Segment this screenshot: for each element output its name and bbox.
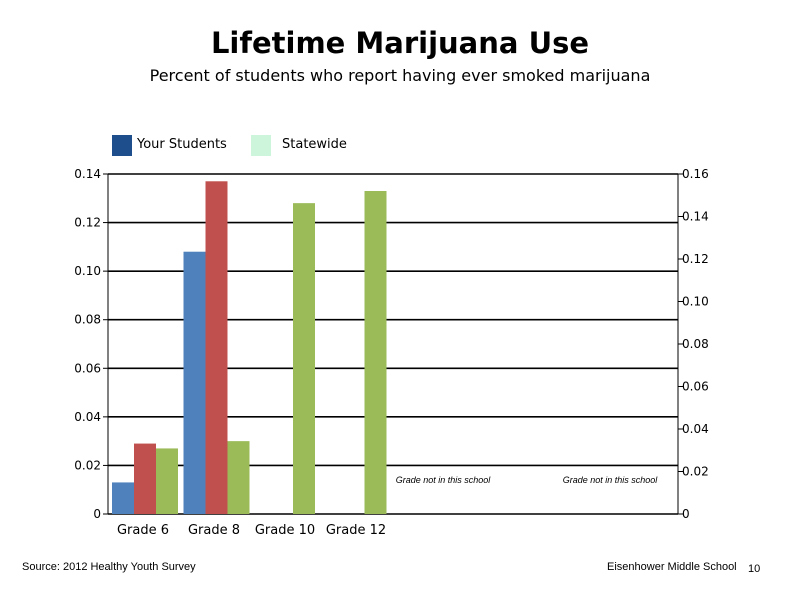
y2-tick-label: 0.12 [682,252,709,266]
y-tick-label: 0.06 [74,361,101,375]
bar [227,441,250,514]
chart-title: Lifetime Marijuana Use [210,26,590,60]
y-tick-label: 0.14 [74,167,101,181]
y2-tick-label: 0.10 [682,295,709,309]
legend-label-statewide: Statewide [282,137,347,152]
x-tick-label: Grade 10 [255,523,315,538]
bar [293,203,315,514]
y-tick-label: 0.04 [74,410,101,424]
page-number: 10 [748,563,761,575]
y2-tick-label: 0 [682,507,690,521]
x-tick-label: Grade 8 [188,523,240,538]
x-tick-label: Grade 12 [326,523,386,538]
legend-label-your-students: Your Students [137,137,227,152]
legend-swatch-your-students [112,135,132,156]
y-tick-label: 0.02 [74,458,101,472]
y-tick-label: 0.12 [74,216,101,230]
y2-tick-label: 0.04 [682,422,709,436]
note-grade-not-in-school-1: Grade not in this school [395,475,491,485]
y2-tick-label: 0.16 [682,167,709,181]
note-grade-not-in-school-2: Grade not in this school [562,475,658,485]
bar [112,482,134,514]
y2-tick-label: 0.08 [682,337,709,351]
y2-tick-label: 0.02 [682,465,709,479]
bar [156,448,178,514]
bar [183,251,206,514]
y2-tick-label: 0.14 [682,210,709,224]
y-tick-label: 0.10 [74,264,101,278]
source-note: Source: 2012 Healthy Youth Survey [22,561,196,573]
y-tick-label: 0.08 [74,313,101,327]
bar [364,191,387,514]
x-tick-label: Grade 6 [117,523,169,538]
y-tick-label: 0 [93,507,101,521]
bar [134,443,156,514]
legend-swatch-statewide [251,135,271,156]
bar [205,181,228,515]
y2-tick-label: 0.06 [682,380,709,394]
school-name: Eisenhower Middle School [607,561,737,573]
chart-subtitle: Percent of students who report having ev… [149,66,651,85]
